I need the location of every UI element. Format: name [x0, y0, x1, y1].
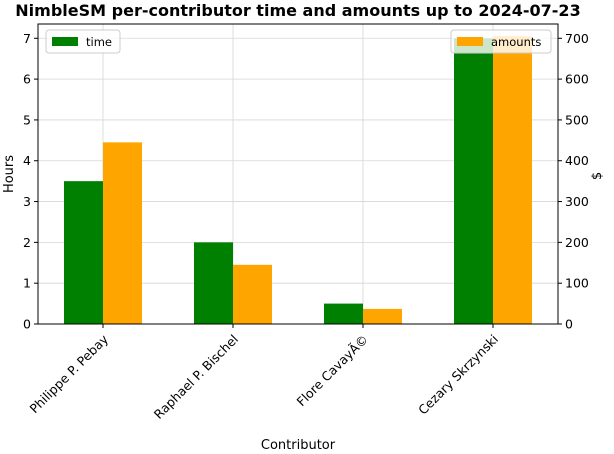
legend-label-time: time: [86, 35, 112, 49]
legend-box: [450, 29, 552, 54]
y-tick-label-right: 100: [565, 276, 589, 291]
x-axis-label: Contributor: [261, 438, 336, 453]
y-tick-label-right: 200: [565, 235, 589, 250]
bar-time: [324, 303, 363, 324]
legend-time: time: [45, 29, 121, 54]
bar-amounts: [103, 142, 142, 324]
y-tick-label-right: 500: [565, 112, 589, 127]
bar-amounts: [363, 308, 402, 324]
y-tick-label-right: 0: [565, 317, 573, 332]
bar-time: [194, 242, 233, 324]
y-tick-label-right: 600: [565, 72, 589, 87]
y-tick-label-left: 5: [23, 112, 31, 127]
legend-label-amounts: amounts: [491, 35, 541, 49]
legend-amounts: amounts: [450, 29, 552, 54]
y-tick-label-right: 400: [565, 153, 589, 168]
y-tick-label-left: 1: [23, 276, 31, 291]
chart-title: NimbleSM per-contributor time and amount…: [15, 1, 580, 20]
y-tick-label-left: 2: [23, 235, 31, 250]
x-tick-label: Cezary Skrzynski: [415, 332, 501, 418]
legend-swatch-time: [52, 37, 78, 46]
y-tick-label-left: 7: [23, 31, 31, 46]
x-tick-label: Philippe P. Pebay: [26, 331, 111, 416]
bar-time: [64, 181, 103, 324]
y-tick-label-left: 6: [23, 72, 31, 87]
y-tick-label-right: 700: [565, 31, 589, 46]
plot-frame: [37, 23, 559, 325]
x-tick-label: Flore CavayÃ©: [294, 332, 372, 410]
y-tick-label-left: 4: [23, 153, 31, 168]
y-tick-label-left: 3: [23, 194, 31, 209]
y-axis-label-right: $: [590, 172, 605, 180]
y-axis-label-left: Hours: [2, 155, 17, 193]
bars: [64, 36, 532, 325]
x-tick-label: Raphael P. Bischel: [151, 332, 241, 422]
bar-time: [454, 38, 493, 325]
bar-amounts: [493, 36, 532, 324]
legend-box: [45, 29, 121, 54]
y-tick-label-left: 0: [23, 317, 31, 332]
y-tick-label-right: 300: [565, 194, 589, 209]
bar-amounts: [233, 264, 272, 324]
legend-swatch-amounts: [457, 37, 483, 46]
